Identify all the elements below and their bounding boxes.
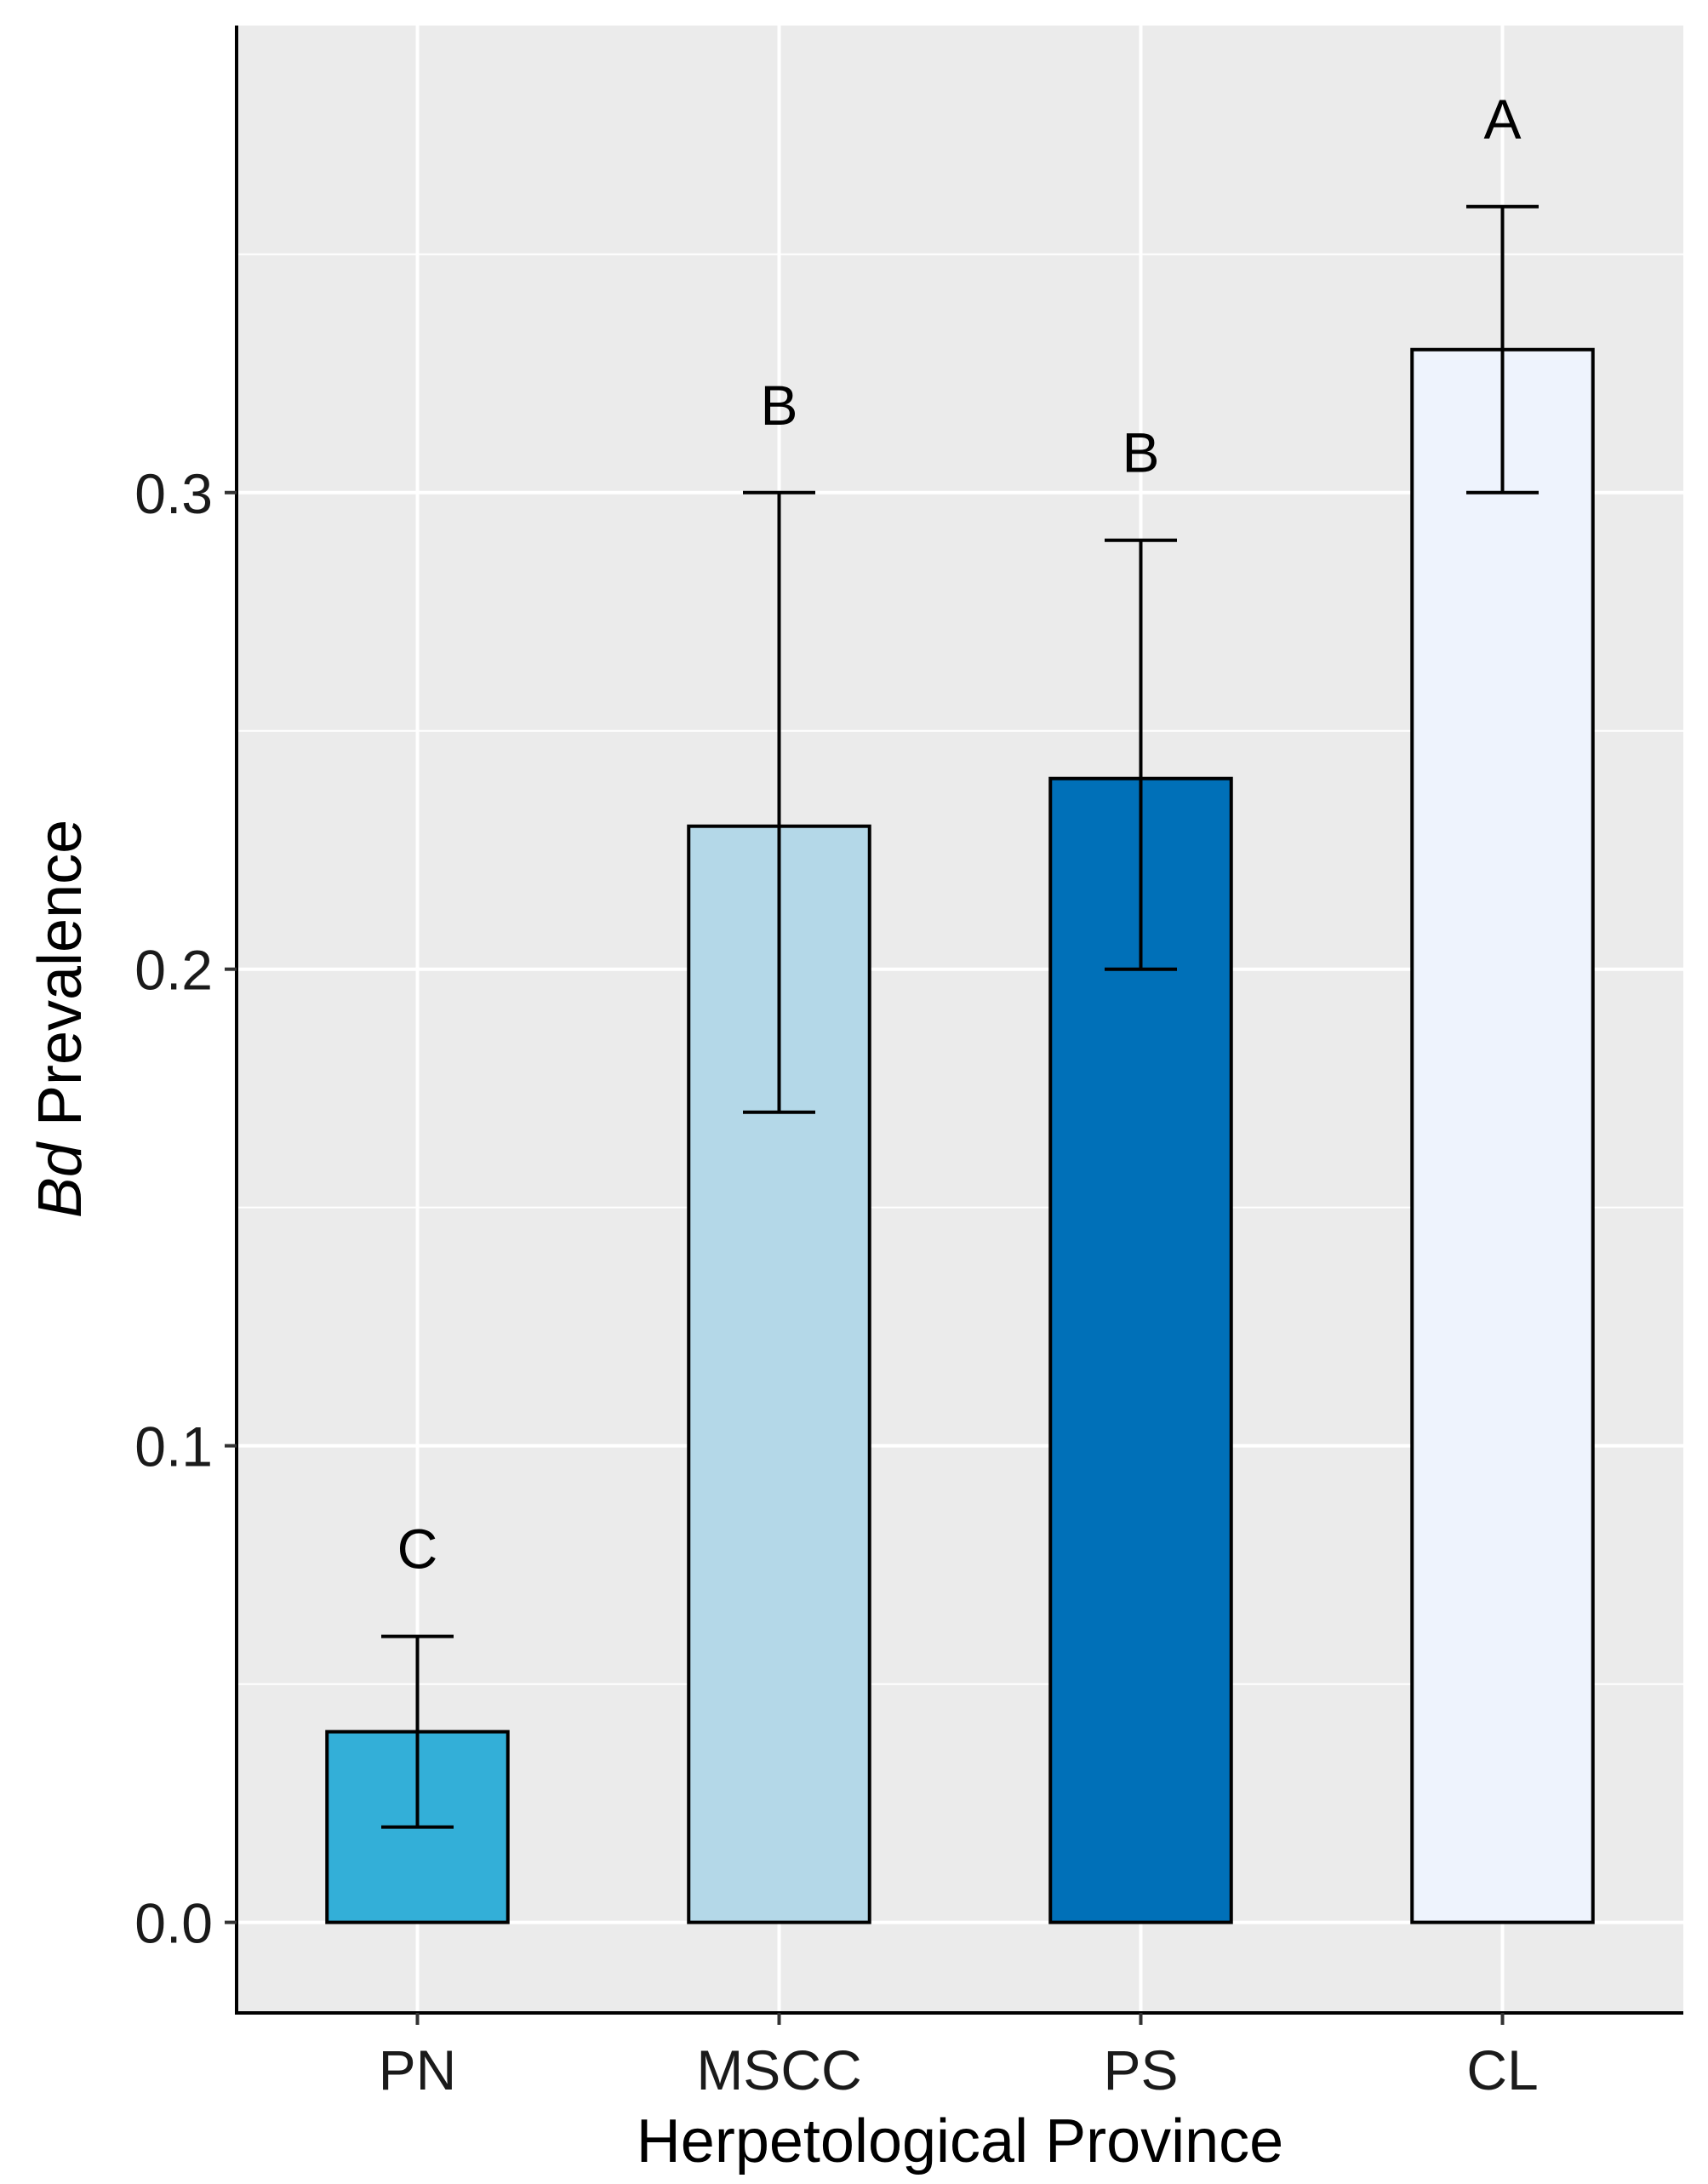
significance-letter-cl: A (1483, 88, 1521, 151)
significance-letter-ps: B (1122, 421, 1159, 484)
error-bars-group (381, 204, 1539, 1829)
y-axis-title: Bd Prevalence (26, 820, 94, 1218)
significance-letter-pn: C (397, 1518, 438, 1581)
bar-cl (1410, 347, 1595, 1924)
y-tick-label-1: 0.1 (134, 1415, 213, 1478)
y-tick-label-0: 0.0 (134, 1892, 213, 1955)
x-tick-label-pn: PN (379, 2038, 457, 2101)
y-tick-label-2: 0.2 (134, 939, 213, 1002)
x-tick-label-mscc: MSCC (696, 2038, 861, 2101)
x-ticks-group: PN MSCC PS CL (379, 2013, 1539, 2101)
y-ticks-group: 0.0 0.1 0.2 0.3 (134, 462, 237, 1955)
y-tick-label-3: 0.3 (134, 462, 213, 525)
x-axis-title: Herpetological Province (637, 2107, 1283, 2175)
x-tick-label-ps: PS (1103, 2038, 1178, 2101)
significance-letters-group: C B B A (397, 88, 1522, 1581)
y-axis-title-italic: Bd (26, 1141, 94, 1218)
y-axis-title-rest: Prevalence (26, 820, 94, 1143)
x-tick-label-cl: CL (1466, 2038, 1538, 2101)
axes (235, 26, 1683, 2015)
significance-letter-mscc: B (760, 374, 797, 437)
bars-group (325, 347, 1595, 1924)
